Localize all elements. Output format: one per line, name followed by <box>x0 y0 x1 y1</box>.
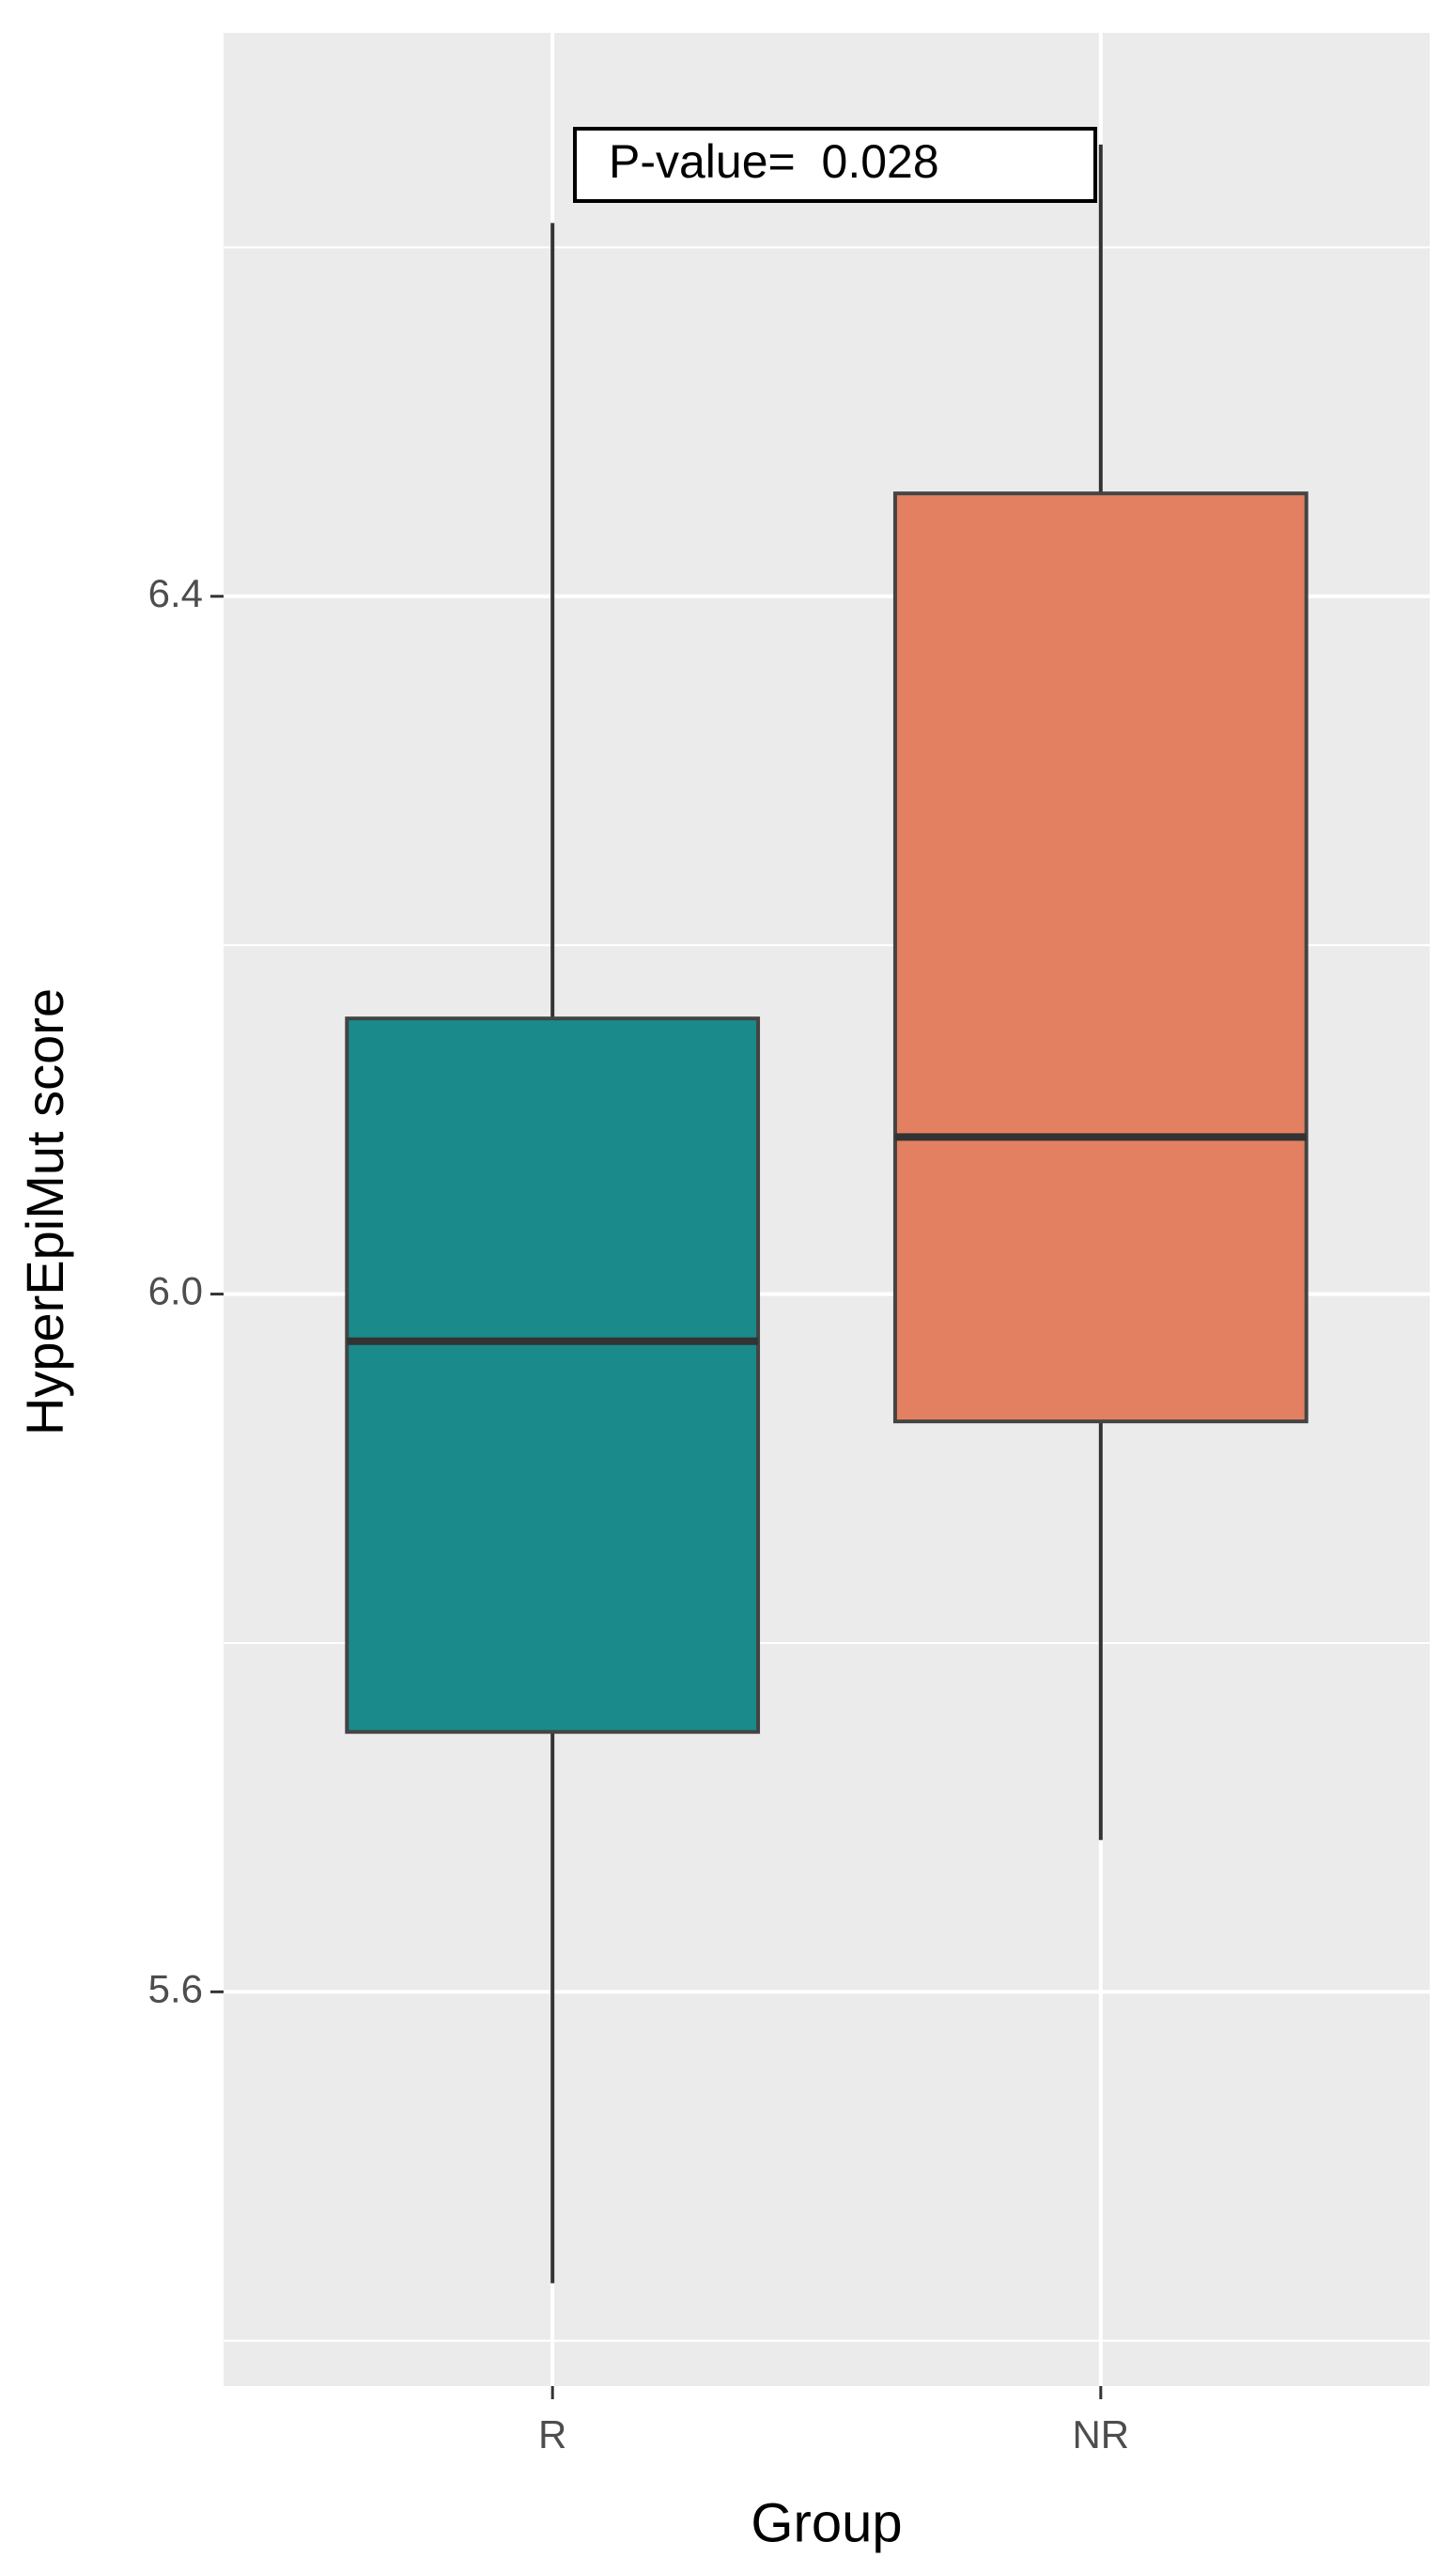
annotation: P-value= 0.028 <box>609 135 939 188</box>
y-tick-label: 6.0 <box>148 1269 203 1313</box>
y-axis-title: HyperEpiMut score <box>15 988 74 1435</box>
box <box>892 491 1309 1424</box>
x-tick-label: R <box>538 2412 566 2457</box>
x-axis-title: Group <box>751 2492 902 2553</box>
annotation-box <box>573 127 1097 203</box>
box <box>345 1016 761 1734</box>
y-tick-label: 6.4 <box>148 571 203 615</box>
x-tick-label: NR <box>1072 2412 1129 2457</box>
y-tick-label: 5.6 <box>148 1966 203 2010</box>
